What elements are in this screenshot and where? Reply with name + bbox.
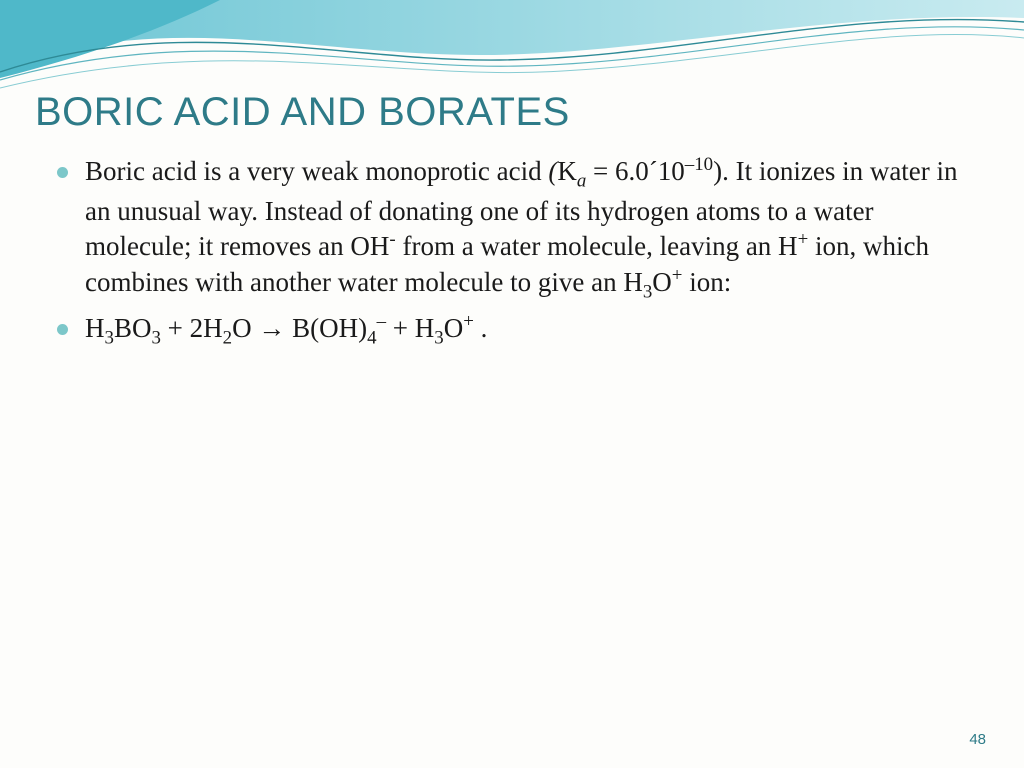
bullet-text: H3BO3 + 2H2O → B(OH)4– + H3O+ . (85, 313, 487, 343)
bullet-text: Boric acid is a very weak monoprotic aci… (85, 156, 958, 297)
bullet-item: Boric acid is a very weak monoprotic aci… (57, 153, 974, 304)
bullet-item: H3BO3 + 2H2O → B(OH)4– + H3O+ . (57, 310, 974, 351)
page-number: 48 (969, 731, 986, 748)
slide-content: BORIC ACID AND BORATES Boric acid is a v… (0, 0, 1024, 351)
slide-title: BORIC ACID AND BORATES (35, 90, 974, 135)
bullet-list: Boric acid is a very weak monoprotic aci… (35, 153, 974, 351)
